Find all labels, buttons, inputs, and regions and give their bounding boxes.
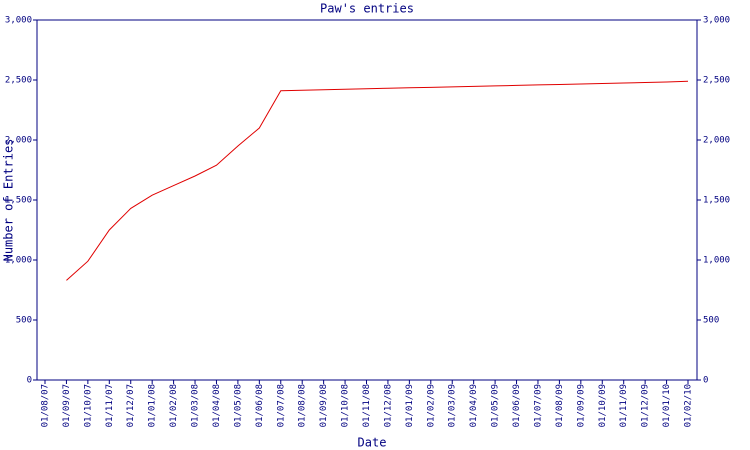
x-tick-label: 01/10/08 — [341, 384, 351, 427]
x-tick-label: 01/06/08 — [255, 384, 265, 427]
x-tick-label: 01/12/09 — [641, 384, 651, 427]
x-tick-label: 01/06/09 — [512, 384, 522, 427]
y-tick-label: 2,000 — [5, 136, 32, 146]
y2-tick-label: 3,000 — [703, 16, 730, 26]
x-tick-label: 01/01/08 — [148, 384, 158, 427]
x-tick-label: 01/02/08 — [169, 384, 179, 427]
x-tick-label: 01/07/08 — [276, 384, 286, 427]
y-tick-label: 1,500 — [5, 196, 32, 206]
x-tick-label: 01/10/07 — [83, 384, 93, 427]
y2-tick-label: 500 — [703, 316, 719, 326]
x-tick-label: 01/12/08 — [383, 384, 393, 427]
x-tick-label: 01/11/07 — [105, 384, 115, 427]
plot-frame — [36, 19, 698, 381]
x-tick-label: 01/12/07 — [126, 384, 136, 427]
x-axis-label: Date — [358, 436, 387, 450]
x-tick-label: 01/11/09 — [619, 384, 629, 427]
y-tick-label: 1,000 — [5, 256, 32, 266]
x-tick-label: 01/01/10 — [662, 384, 672, 427]
x-tick-label: 01/03/09 — [448, 384, 458, 427]
x-tick-label: 01/11/08 — [362, 384, 372, 427]
x-tick-label: 01/09/08 — [319, 384, 329, 427]
x-tick-label: 01/09/09 — [576, 384, 586, 427]
y-axis-label: Number of Entries — [2, 139, 16, 262]
y-tick-label: 3,000 — [5, 16, 32, 26]
x-tick-label: 01/08/07 — [41, 384, 51, 427]
x-tick-label: 01/04/08 — [212, 384, 222, 427]
x-tick-label: 01/05/08 — [233, 384, 243, 427]
x-tick-label: 01/02/10 — [684, 384, 694, 427]
y-tick-label: 2,500 — [5, 76, 32, 86]
chart-title: Paw's entries — [320, 2, 414, 16]
x-tick-label: 01/08/08 — [298, 384, 308, 427]
y2-tick-label: 0 — [703, 376, 708, 386]
x-tick-label: 01/03/08 — [191, 384, 201, 427]
x-tick-label: 01/08/09 — [555, 384, 565, 427]
x-tick-label: 01/02/09 — [426, 384, 436, 427]
x-tick-label: 01/07/09 — [533, 384, 543, 427]
y2-tick-label: 1,500 — [703, 196, 730, 206]
x-tick-label: 01/04/09 — [469, 384, 479, 427]
series-line — [66, 80, 689, 281]
x-tick-label: 01/05/09 — [491, 384, 501, 427]
x-tick-label: 01/10/09 — [598, 384, 608, 427]
y2-tick-label: 2,500 — [703, 76, 730, 86]
y2-tick-label: 1,000 — [703, 256, 730, 266]
y-tick-label: 0 — [27, 376, 32, 386]
y-tick-label: 500 — [16, 316, 32, 326]
y2-tick-label: 2,000 — [703, 136, 730, 146]
x-tick-label: 01/09/07 — [62, 384, 72, 427]
x-tick-label: 01/01/09 — [405, 384, 415, 427]
